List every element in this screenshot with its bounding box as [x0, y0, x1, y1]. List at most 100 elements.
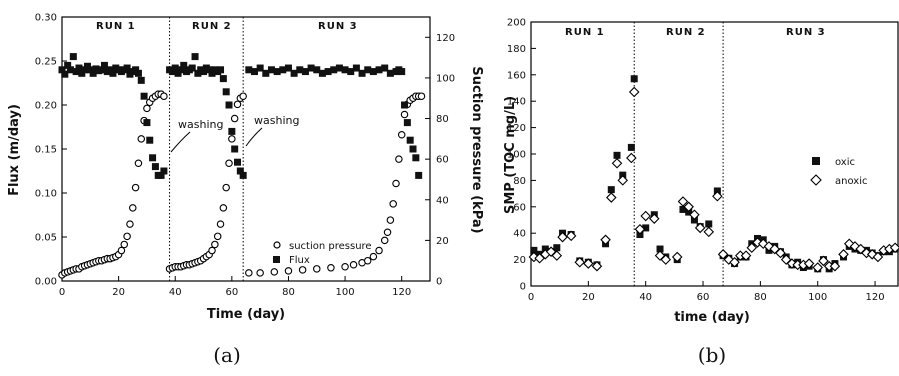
panel-b-point-anoxic: [611, 157, 623, 169]
panel-a-point-flux: [137, 76, 145, 84]
panel-a-point-flux: [256, 64, 264, 72]
panel-a-point-suction-pressure: [134, 159, 143, 167]
panel-a-y2tick-label: 60: [436, 155, 449, 166]
panel-a-point-flux: [205, 66, 213, 74]
panel-a-ticks: 0 20 40 60 80 100 120 0.00 0.05 0.10 0.15 0.20 0.25 0…: [35, 13, 455, 299]
panel-a-point-flux: [146, 136, 154, 144]
panel-a-point-flux: [200, 68, 208, 76]
panel-a-legend-suction: suction pressure: [289, 241, 372, 252]
panel-a-xtick-label: 100: [336, 287, 355, 298]
panel-a-point-flux: [100, 61, 108, 69]
panel-a-xtick-label: 40: [169, 287, 182, 298]
panel-a-point-suction-pressure: [208, 246, 216, 255]
panel-b-point-anoxic: [740, 250, 752, 261]
panel-b-point-anoxic: [683, 201, 694, 213]
panel-b-run3-label: RUN 3: [786, 27, 826, 38]
panel-a-point-flux: [72, 68, 80, 76]
panel-a-ytick-label: 0.25: [35, 57, 57, 68]
panel-a-y2label: Suction pressure (kPa): [469, 66, 484, 233]
panel-b-legend-oxic: oxic: [835, 157, 855, 168]
panel-b-point-anoxic: [729, 256, 740, 268]
panel-a-point-suction-pressure: [211, 240, 219, 249]
panel-a-point-suction-pressure: [383, 228, 392, 237]
panel-a-point-suction-pressure: [270, 268, 279, 276]
panel-a-point-suction-pressure: [386, 216, 395, 224]
panel-a-point-suction-pressure: [256, 269, 264, 277]
panel-a-point-flux: [330, 66, 338, 74]
panel-b-point-oxic: [636, 231, 644, 239]
panel-a-point-flux: [83, 62, 91, 70]
panel-b-ytick-label: 160: [507, 70, 526, 81]
panel-b-point-anoxic: [775, 247, 786, 259]
panel-a-y2tick-label: 20: [436, 236, 449, 247]
panel-b-point-oxic: [705, 220, 713, 228]
panel-a-point-suction-pressure: [143, 104, 151, 113]
panel-a-point-flux: [109, 69, 117, 77]
panel-a-point-suction-pressure: [239, 92, 247, 100]
panel-a-point-flux: [143, 119, 151, 127]
panel-b-point-oxic: [619, 171, 627, 179]
panel-b-ytick-label: 40: [513, 229, 526, 240]
panel-a-ytick-label: 0.00: [35, 277, 57, 288]
panel-a-point-flux: [180, 61, 188, 69]
panel-a-y2tick-label: 100: [436, 73, 455, 84]
panel-a-point-suction-pressure: [313, 265, 321, 273]
panel-a-point-flux: [174, 69, 182, 77]
panel-a-point-flux: [284, 64, 292, 72]
panel-a-point-suction-pressure: [392, 179, 400, 188]
panel-a-point-flux: [307, 64, 315, 72]
panel-a-point-flux: [106, 66, 114, 74]
panel-b-ytick-label: 100: [507, 150, 526, 161]
panel-a-point-flux: [64, 61, 72, 69]
panel-a-point-flux: [341, 66, 349, 74]
panel-a-point-suction-pressure: [131, 183, 140, 192]
panel-a-point-flux: [168, 68, 176, 76]
panel-a-point-flux: [335, 64, 343, 72]
panel-b-point-oxic: [685, 208, 693, 216]
panel-a-point-flux: [236, 167, 244, 175]
panel-a-point-flux: [381, 64, 389, 72]
panel-a-point-flux: [58, 66, 66, 74]
panel-a-xtick-label: 120: [392, 287, 411, 298]
panel-b-run2-label: RUN 2: [666, 27, 706, 38]
panel-a-point-flux: [409, 145, 417, 153]
panel-b-point-oxic: [656, 245, 664, 253]
panel-a-point-flux: [132, 66, 140, 74]
panel-a-point-flux: [352, 64, 360, 72]
panel-b-point-anoxic: [634, 223, 646, 235]
panel-a-point-flux: [98, 66, 106, 74]
panel-b-point-anoxic: [838, 249, 849, 260]
panel-b-xtick-label: 80: [754, 292, 767, 303]
panel-b-point-anoxic: [843, 238, 855, 250]
panel-a-point-flux: [301, 68, 309, 76]
panel-a-point-suction-pressure: [137, 135, 146, 143]
panel-a-point-flux: [188, 64, 196, 72]
panel-a-ytick-label: 0.30: [35, 13, 57, 24]
panel-a-point-flux: [262, 69, 270, 77]
panel-b-point-anoxic: [565, 230, 577, 242]
panel-a-point-suction-pressure: [216, 220, 225, 228]
panel-a-point-flux: [403, 119, 411, 127]
panel-a-y2tick-label: 80: [436, 114, 449, 125]
panel-a-point-flux: [217, 66, 225, 74]
panel-a-point-suction-pressure: [298, 266, 307, 274]
panel-a-legend-flux: Flux: [289, 255, 310, 266]
panel-a-xlabel: Time (day): [207, 307, 285, 322]
panel-b-point-anoxic: [723, 254, 735, 265]
panel-b-caption: (b): [698, 343, 726, 367]
panel-a-washing-annotation-2: washing: [254, 114, 299, 127]
panel-a-ytick-label: 0.20: [35, 101, 57, 112]
panel-a-point-flux: [239, 171, 247, 179]
panel-a-point-suction-pressure: [233, 100, 242, 109]
panel-b-point-oxic: [607, 186, 615, 194]
panel-b-legend-diamond: [810, 174, 822, 186]
panel-a-point-flux: [401, 101, 409, 109]
panel-b-point-anoxic: [628, 86, 640, 98]
panel-b-point-oxic: [613, 151, 621, 159]
panel-a-point-suction-pressure: [213, 232, 222, 241]
panel-b-point-anoxic: [574, 256, 586, 268]
panel-a-point-suction-pressure: [389, 200, 397, 208]
panel-a-point-flux: [364, 66, 372, 74]
panel-a-point-flux: [123, 64, 131, 72]
panel-a-point-flux: [78, 69, 86, 77]
